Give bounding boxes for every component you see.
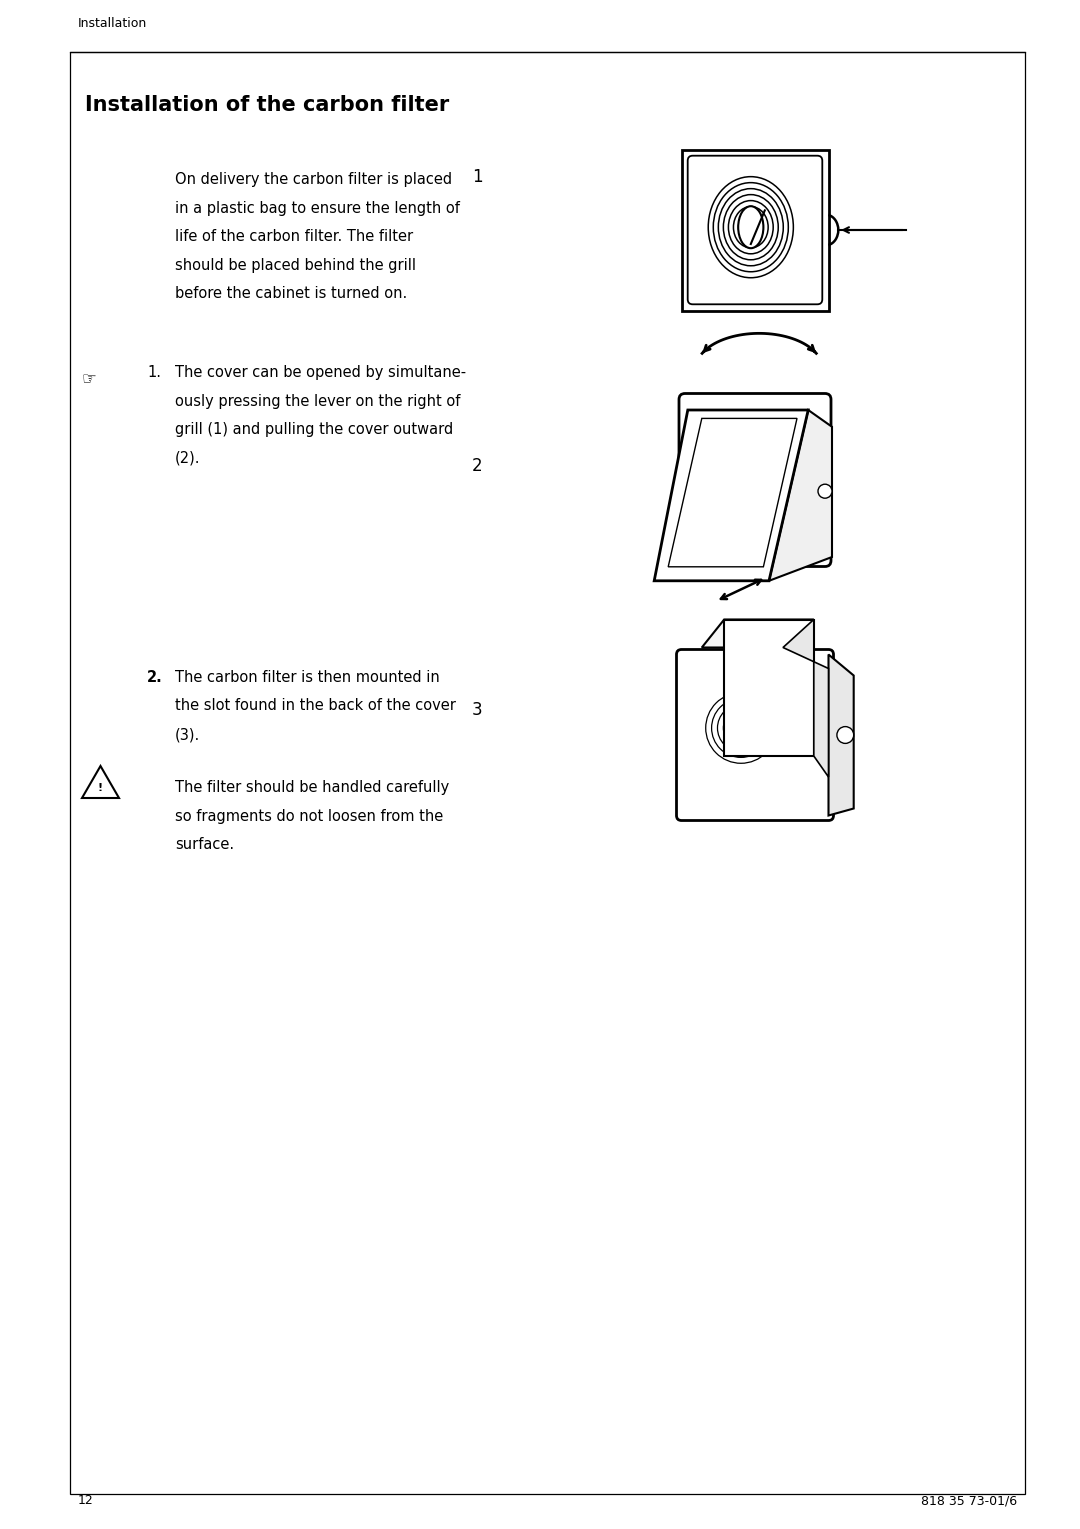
Text: 2: 2	[472, 457, 483, 476]
Ellipse shape	[739, 206, 764, 248]
Text: 1.: 1.	[147, 365, 161, 381]
Text: life of the carbon filter. The filter: life of the carbon filter. The filter	[175, 229, 414, 245]
Text: should be placed behind the grill: should be placed behind the grill	[175, 257, 416, 272]
Polygon shape	[702, 619, 814, 647]
Text: Installation: Installation	[78, 17, 147, 31]
Bar	[70, 52, 1025, 1494]
Text: ☞: ☞	[82, 370, 97, 388]
Text: 3: 3	[472, 700, 483, 719]
Text: 818 35 73-01/6: 818 35 73-01/6	[921, 1494, 1017, 1508]
Text: On delivery the carbon filter is placed: On delivery the carbon filter is placed	[175, 171, 453, 187]
Text: The cover can be opened by simultane-: The cover can be opened by simultane-	[175, 365, 467, 381]
FancyBboxPatch shape	[679, 393, 831, 567]
Text: grill (1) and pulling the cover outward: grill (1) and pulling the cover outward	[175, 422, 454, 437]
Text: !: !	[98, 783, 103, 794]
Text: 12: 12	[78, 1494, 94, 1508]
Polygon shape	[783, 619, 828, 777]
Text: 1: 1	[472, 168, 483, 187]
Text: The filter should be handled carefully: The filter should be handled carefully	[175, 780, 449, 795]
FancyBboxPatch shape	[688, 156, 822, 304]
Text: in a plastic bag to ensure the length of: in a plastic bag to ensure the length of	[175, 200, 460, 216]
Text: so fragments do not loosen from the: so fragments do not loosen from the	[175, 809, 443, 824]
Bar	[681, 150, 828, 310]
FancyBboxPatch shape	[676, 650, 834, 821]
Circle shape	[837, 726, 853, 743]
Polygon shape	[828, 654, 853, 815]
Text: (3).: (3).	[175, 726, 200, 742]
Text: The carbon filter is then mounted in: The carbon filter is then mounted in	[175, 670, 440, 685]
Polygon shape	[769, 410, 832, 581]
Text: ously pressing the lever on the right of: ously pressing the lever on the right of	[175, 393, 460, 408]
Text: before the cabinet is turned on.: before the cabinet is turned on.	[175, 286, 407, 301]
Polygon shape	[725, 619, 814, 755]
Text: 2.: 2.	[147, 670, 163, 685]
Circle shape	[818, 485, 832, 498]
Text: surface.: surface.	[175, 836, 234, 852]
Text: (2).: (2).	[175, 451, 201, 465]
Polygon shape	[654, 410, 808, 581]
Text: Installation of the carbon filter: Installation of the carbon filter	[85, 95, 449, 115]
Text: the slot found in the back of the cover: the slot found in the back of the cover	[175, 699, 456, 714]
